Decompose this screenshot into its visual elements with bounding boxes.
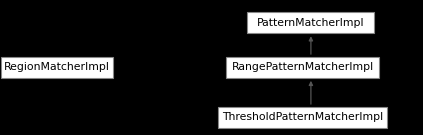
Text: RangePatternMatcherImpl: RangePatternMatcherImpl (231, 63, 374, 72)
FancyBboxPatch shape (226, 57, 379, 78)
Text: ThresholdPatternMatcherImpl: ThresholdPatternMatcherImpl (222, 112, 383, 122)
Text: PatternMatcherImpl: PatternMatcherImpl (257, 18, 365, 28)
FancyBboxPatch shape (1, 57, 113, 78)
FancyBboxPatch shape (218, 107, 387, 128)
Text: RegionMatcherImpl: RegionMatcherImpl (4, 63, 110, 72)
FancyBboxPatch shape (247, 12, 374, 33)
